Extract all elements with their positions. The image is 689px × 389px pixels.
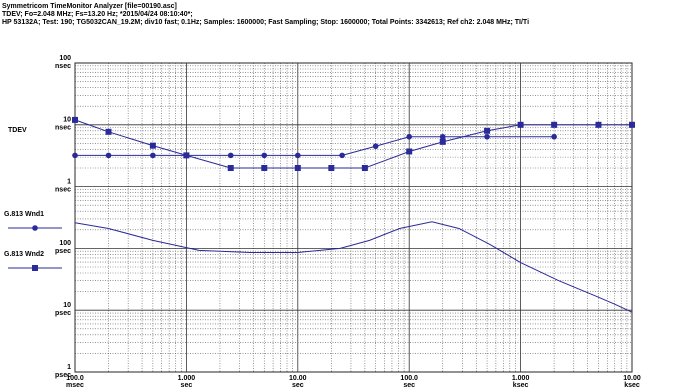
x-tick-unit: ksec xyxy=(513,382,529,389)
x-tick-label: 10.00 xyxy=(289,375,307,382)
marker xyxy=(484,127,491,134)
y-tick-label: 1 xyxy=(67,364,71,371)
x-tick-unit: sec xyxy=(181,382,193,389)
marker xyxy=(439,133,446,140)
header-line: HP 53132A; Test: 190; TG5032CAN_19.2M; d… xyxy=(2,19,529,26)
marker xyxy=(328,164,335,171)
legend-marker xyxy=(32,265,38,271)
marker xyxy=(227,152,234,159)
marker xyxy=(517,121,524,128)
x-tick-label: 100.0 xyxy=(66,375,84,382)
x-tick-label: 100.0 xyxy=(400,375,418,382)
y-tick-unit: psec xyxy=(55,372,71,379)
marker xyxy=(261,152,268,159)
marker xyxy=(227,164,234,171)
marker xyxy=(183,152,190,159)
marker xyxy=(406,133,413,140)
x-tick-label: 1.000 xyxy=(512,375,530,382)
marker xyxy=(105,128,112,135)
y-tick-unit: psec xyxy=(55,310,71,317)
x-tick-unit: sec xyxy=(403,382,415,389)
marker xyxy=(551,121,558,128)
marker xyxy=(551,133,557,140)
y-tick-label: 100 xyxy=(59,55,71,62)
marker xyxy=(372,143,379,150)
y-tick-label: 10 xyxy=(63,117,71,124)
y-tick-unit: nsec xyxy=(55,63,71,70)
x-tick-label: 1.000 xyxy=(178,375,196,382)
plot-area xyxy=(74,62,633,373)
marker xyxy=(150,152,156,159)
legend-label: G.813 Wnd2 xyxy=(4,251,44,258)
series-line xyxy=(74,119,632,169)
y-tick-label: 100 xyxy=(59,240,71,247)
marker xyxy=(484,133,490,140)
marker xyxy=(261,164,268,171)
y-tick-unit: nsec xyxy=(55,125,71,132)
y-tick-label: 1 xyxy=(67,178,71,185)
marker xyxy=(105,152,112,159)
marker xyxy=(294,164,301,171)
y-axis-label: TDEV xyxy=(8,127,27,134)
header-line: Symmetricom TimeMonitor Analyzer [file=0… xyxy=(2,3,177,10)
marker xyxy=(595,121,602,128)
x-tick-unit: msec xyxy=(66,382,84,389)
marker xyxy=(629,121,635,128)
marker xyxy=(72,116,78,123)
y-tick-label: 10 xyxy=(63,302,71,309)
series-line xyxy=(74,221,633,313)
legend-label: G.813 Wnd1 xyxy=(4,211,44,218)
marker xyxy=(361,164,368,171)
y-tick-unit: nsec xyxy=(55,186,71,193)
x-tick-unit: sec xyxy=(292,382,304,389)
marker xyxy=(439,138,446,145)
legend-marker xyxy=(32,225,38,231)
marker xyxy=(149,142,156,149)
x-tick-label: 10.00 xyxy=(623,375,641,382)
marker xyxy=(339,152,345,159)
marker xyxy=(295,152,301,159)
marker xyxy=(72,152,78,159)
header-line: TDEV; Fo=2.048 MHz; Fs=13.20 Hz; *2015/0… xyxy=(2,11,193,18)
x-tick-unit: ksec xyxy=(624,382,640,389)
y-tick-unit: psec xyxy=(55,248,71,255)
marker xyxy=(406,148,413,155)
